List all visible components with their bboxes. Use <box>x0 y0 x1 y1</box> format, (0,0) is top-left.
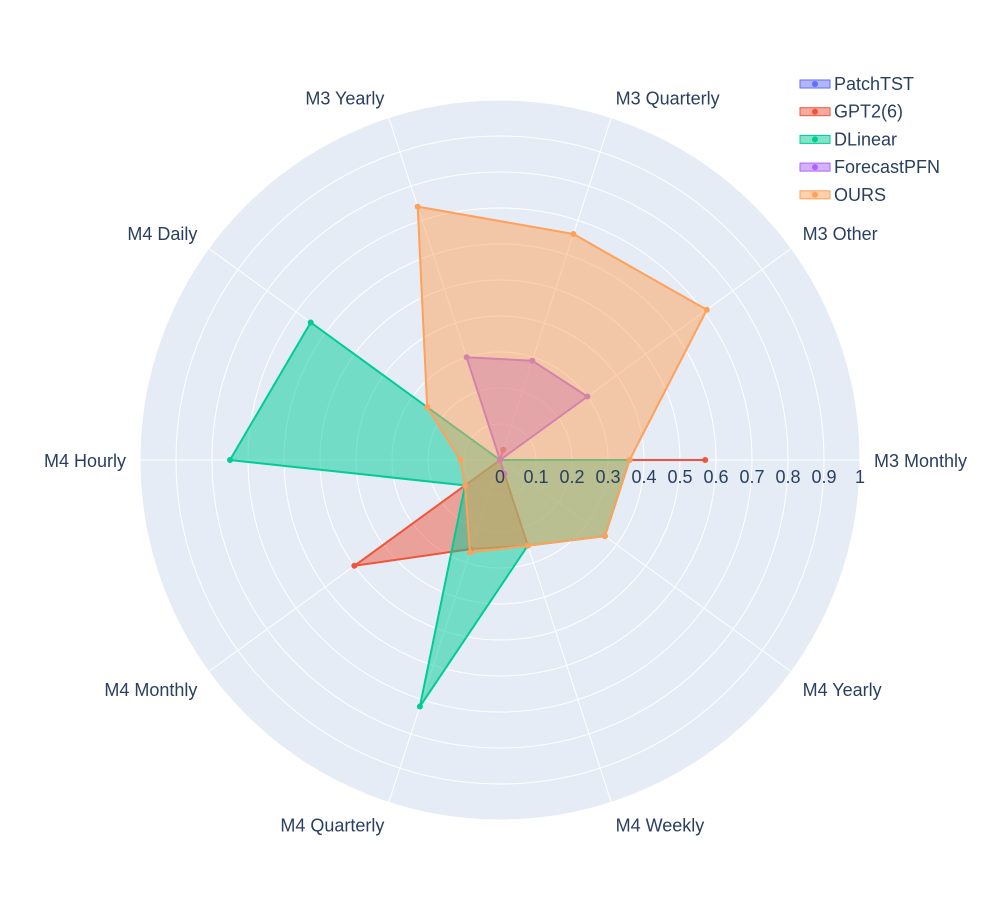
radial-tick-label: 0.3 <box>595 467 620 487</box>
data-point <box>626 457 633 463</box>
legend[interactable]: PatchTST GPT2(6) DLinear ForecastPFN OURS <box>799 74 940 205</box>
data-point <box>307 319 314 326</box>
legend-label: DLinear <box>834 129 897 149</box>
legend-marker <box>812 164 818 171</box>
series-layer <box>227 203 710 710</box>
data-point <box>424 404 431 411</box>
radial-tick-labels: 0 0.1 0.2 0.3 0.4 0.5 0.6 0.7 0.8 0.9 1 <box>495 467 865 487</box>
radial-tick-label: 0 <box>495 467 505 487</box>
data-point <box>703 306 710 313</box>
radial-tick-label: 0.4 <box>631 467 656 487</box>
axis-label-m4-yearly: M4 Yearly <box>803 680 882 700</box>
legend-item[interactable]: PatchTST <box>799 74 914 94</box>
data-point <box>351 562 358 569</box>
data-point <box>462 482 469 489</box>
radial-tick-label: 0.5 <box>667 467 692 487</box>
data-point <box>601 533 608 540</box>
data-point <box>227 457 233 463</box>
legend-label: PatchTST <box>834 74 914 94</box>
legend-marker <box>812 136 818 143</box>
axis-label-m4-daily: M4 Daily <box>127 224 197 244</box>
series-ours <box>414 203 710 556</box>
axis-label-m3-other: M3 Other <box>803 224 878 244</box>
legend-label: GPT2(6) <box>834 102 903 122</box>
legend-marker <box>812 191 818 198</box>
radial-tick-label: 0.9 <box>811 467 836 487</box>
data-point <box>466 549 473 556</box>
data-point <box>702 457 709 463</box>
axis-label-m3-quarterly: M3 Quarterly <box>616 88 720 108</box>
radial-tick-label: 0.8 <box>775 467 800 487</box>
legend-marker <box>812 108 818 115</box>
legend-item[interactable]: ForecastPFN <box>799 157 940 177</box>
legend-item[interactable]: GPT2(6) <box>799 102 903 122</box>
axis-label-m3-monthly: M3 Monthly <box>874 451 967 471</box>
legend-label: ForecastPFN <box>834 157 940 177</box>
data-point <box>414 203 421 210</box>
radial-tick-label: 0.2 <box>559 467 584 487</box>
axis-label-m3-yearly: M3 Yearly <box>305 88 384 108</box>
axis-label-m4-quarterly: M4 Quarterly <box>280 816 384 836</box>
data-point <box>457 457 464 463</box>
data-point <box>570 231 577 238</box>
radial-tick-label: 0.1 <box>523 467 548 487</box>
angular-axis-labels: M3 Monthly M3 Other M3 Quarterly M3 Yearly M… <box>44 88 967 835</box>
radial-tick-label: 1 <box>855 467 865 487</box>
data-point <box>524 542 531 549</box>
axis-label-m4-hourly: M4 Hourly <box>44 451 126 471</box>
radial-tick-label: 0.7 <box>739 467 764 487</box>
axis-label-m4-monthly: M4 Monthly <box>104 680 197 700</box>
legend-label: OURS <box>834 185 886 205</box>
data-point <box>416 703 423 710</box>
legend-item[interactable]: DLinear <box>799 129 897 149</box>
legend-marker <box>812 81 818 87</box>
radial-tick-label: 0.6 <box>703 467 728 487</box>
axis-label-m4-weekly: M4 Weekly <box>616 816 705 836</box>
legend-item[interactable]: OURS <box>799 185 886 205</box>
